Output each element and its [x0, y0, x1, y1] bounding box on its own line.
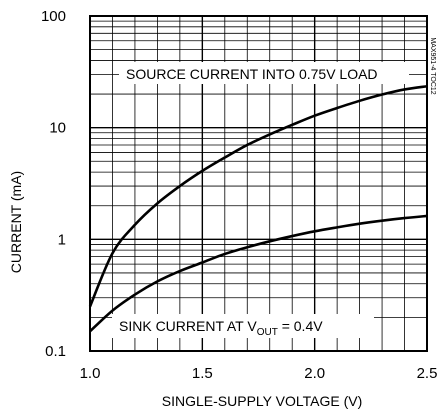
source-current-line: [88, 84, 428, 308]
y-axis-title: CURRENT (mA): [8, 171, 24, 273]
source-label-background: [119, 62, 409, 84]
subscript-out: OUT: [257, 327, 278, 338]
y-tick-label: 10: [49, 120, 66, 137]
sink-label-background: [112, 314, 374, 338]
series-lines: [88, 84, 428, 333]
figure-id: MAX951-4 TOC12: [429, 37, 436, 94]
x-tick-labels: 1.0 1.5 2.0 2.5: [80, 365, 437, 382]
x-tick-label: 2.5: [417, 365, 437, 382]
plot-frame: [89, 15, 428, 352]
x-tick-label: 1.0: [80, 365, 101, 382]
y-tick-labels: 0.1 1 10 100: [41, 8, 66, 360]
y-tick-label: 1: [58, 231, 66, 248]
x-tick-label: 1.5: [192, 365, 213, 382]
y-tick-label: 100: [41, 8, 66, 25]
y-tick-label: 0.1: [45, 343, 66, 360]
sink-current-line: [89, 214, 428, 333]
x-axis-title: SINGLE-SUPPLY VOLTAGE (V): [162, 393, 362, 409]
sink-current-label: SINK CURRENT AT VOUT = 0.4V: [119, 318, 323, 338]
x-tick-label: 2.0: [304, 365, 325, 382]
source-current-label: SOURCE CURRENT INTO 0.75V LOAD: [126, 66, 378, 82]
